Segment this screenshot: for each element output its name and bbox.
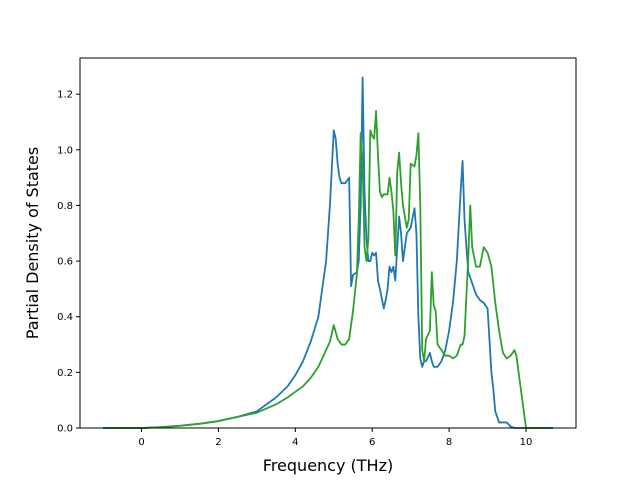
y-tick-label: 0.6 — [57, 257, 73, 268]
plot-frame — [79, 57, 577, 429]
x-tick-label: 0 — [138, 437, 144, 448]
series-2-line — [103, 109, 553, 429]
series-1-line — [103, 76, 553, 429]
y-tick-label: 0.0 — [57, 424, 73, 435]
series-layer — [103, 76, 553, 429]
y-tick-label: 1.2 — [57, 90, 73, 101]
y-tick-label: 0.2 — [57, 368, 73, 379]
x-tick-label: 10 — [520, 437, 533, 448]
x-tick-label: 6 — [369, 437, 375, 448]
x-tick-label: 8 — [446, 437, 452, 448]
y-tick-label: 0.8 — [57, 201, 73, 212]
ticks-layer: 0 2 4 6 8 10 0.0 0.2 0.4 0.6 0.8 1.0 1.2 — [57, 90, 532, 448]
x-tick-label: 4 — [292, 437, 298, 448]
y-tick-label: 1.0 — [57, 145, 73, 156]
y-tick-label: 0.4 — [57, 312, 73, 323]
x-axis-label: Frequency (THz) — [263, 456, 393, 475]
x-tick-label: 2 — [215, 437, 221, 448]
y-axis-label: Partial Density of States — [23, 147, 42, 339]
